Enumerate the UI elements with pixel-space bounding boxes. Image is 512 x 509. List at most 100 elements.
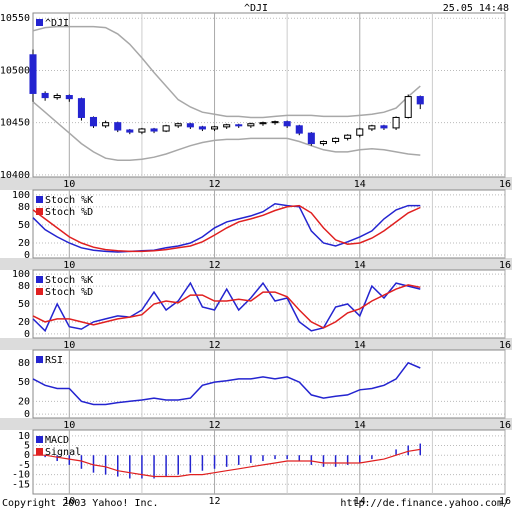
candle-body bbox=[162, 125, 170, 132]
candle-body bbox=[198, 126, 206, 130]
y-tick-label: 50 bbox=[18, 220, 30, 231]
series-line bbox=[32, 284, 421, 329]
y-tick-label: -15 bbox=[12, 479, 30, 490]
band-line bbox=[32, 25, 421, 119]
candle-body bbox=[77, 98, 85, 118]
source-url: http://de.finance.yahoo.com/ bbox=[340, 498, 509, 509]
x-tick-label: 10 bbox=[63, 420, 75, 431]
series-line bbox=[32, 203, 421, 253]
x-tick-label: 16 bbox=[499, 496, 511, 507]
candle-body bbox=[259, 122, 267, 125]
x-tick-label: 14 bbox=[354, 340, 366, 351]
candle-body bbox=[271, 121, 279, 124]
candle-body bbox=[380, 125, 388, 129]
candle-body bbox=[235, 124, 243, 127]
series-line bbox=[32, 281, 421, 333]
timestamp: 25.05 14:48 bbox=[443, 3, 509, 14]
candle-body bbox=[247, 123, 255, 127]
y-tick-label: 0 bbox=[24, 329, 30, 340]
x-tick-label: 14 bbox=[354, 420, 366, 431]
candle-body bbox=[114, 122, 122, 131]
x-tick-label: 14 bbox=[354, 496, 366, 507]
y-tick-label: 5 bbox=[24, 441, 30, 452]
candle-body bbox=[174, 123, 182, 127]
candle-body bbox=[89, 116, 98, 127]
candle-body bbox=[186, 123, 194, 128]
candle-body bbox=[356, 128, 364, 136]
y-tick-label: -10 bbox=[12, 470, 30, 481]
legend-swatch bbox=[36, 436, 43, 443]
legend-swatch bbox=[36, 196, 43, 203]
legend-label: Stoch %D bbox=[45, 207, 93, 218]
x-tick-label: 10 bbox=[63, 496, 75, 507]
legend-label: ^DJI bbox=[45, 18, 69, 29]
y-tick-label: 50 bbox=[18, 299, 30, 310]
candle-body bbox=[319, 140, 327, 145]
y-tick-label: 10450 bbox=[0, 118, 30, 129]
candle-body bbox=[283, 121, 291, 127]
candle-body bbox=[392, 116, 400, 129]
legend-label: Signal bbox=[45, 447, 81, 458]
copyright: Copyright 2003 Yahoo! Inc. bbox=[2, 498, 159, 509]
plot-area bbox=[32, 189, 506, 259]
y-tick-label: 20 bbox=[18, 396, 30, 407]
y-tick-label: 100 bbox=[12, 190, 30, 201]
candle-body bbox=[126, 129, 134, 133]
legend-label: Stoch %K bbox=[45, 275, 93, 286]
x-tick-label: 16 bbox=[499, 420, 511, 431]
legend-swatch bbox=[36, 288, 43, 295]
x-tick-label: 14 bbox=[354, 179, 366, 190]
y-tick-label: -5 bbox=[18, 460, 30, 471]
candle-body bbox=[368, 125, 376, 130]
candle-body bbox=[404, 96, 412, 118]
legend-label: Stoch %D bbox=[45, 287, 93, 298]
x-tick-label: 14 bbox=[354, 260, 366, 271]
series-line bbox=[32, 204, 421, 253]
x-tick-label: 16 bbox=[499, 260, 511, 271]
candle-body bbox=[211, 126, 219, 130]
legend-swatch bbox=[36, 356, 43, 363]
candle-body bbox=[53, 95, 61, 99]
x-tick-label: 10 bbox=[63, 179, 75, 190]
plot-area bbox=[32, 349, 506, 419]
axis-strip bbox=[0, 418, 512, 430]
x-tick-label: 10 bbox=[63, 340, 75, 351]
axis-strip bbox=[0, 338, 512, 350]
x-tick-label: 10 bbox=[63, 260, 75, 271]
legend-label: MACD bbox=[45, 435, 69, 446]
x-tick-label: 12 bbox=[208, 420, 220, 431]
x-tick-label: 12 bbox=[208, 496, 220, 507]
candle-body bbox=[223, 124, 231, 128]
x-tick-label: 16 bbox=[499, 340, 511, 351]
band-line bbox=[32, 101, 421, 162]
legend-label: RSI bbox=[45, 355, 63, 366]
y-tick-label: 0 bbox=[24, 450, 30, 461]
y-tick-label: 10500 bbox=[0, 65, 30, 76]
chart-title: ^DJI bbox=[244, 3, 268, 14]
y-tick-label: 0 bbox=[24, 409, 30, 420]
x-tick-label: 12 bbox=[208, 260, 220, 271]
x-tick-label: 16 bbox=[499, 179, 511, 190]
y-tick-label: 20 bbox=[18, 238, 30, 249]
plot-area bbox=[32, 429, 506, 495]
legend-swatch bbox=[36, 19, 43, 26]
candle-body bbox=[307, 132, 315, 145]
series-line bbox=[33, 448, 421, 478]
y-tick-label: 100 bbox=[12, 269, 30, 280]
y-tick-label: 10 bbox=[18, 431, 30, 442]
candle-body bbox=[150, 128, 158, 132]
axis-strip bbox=[0, 177, 512, 190]
candle-body bbox=[332, 137, 340, 142]
candle-body bbox=[29, 54, 37, 94]
y-tick-label: 20 bbox=[18, 317, 30, 328]
candle-body bbox=[102, 122, 110, 127]
series-line bbox=[32, 361, 421, 406]
y-tick-label: 10400 bbox=[0, 170, 30, 181]
candle-body bbox=[41, 92, 49, 99]
y-tick-label: 10550 bbox=[0, 13, 30, 24]
y-tick-label: 80 bbox=[18, 281, 30, 292]
candle-body bbox=[295, 125, 303, 134]
x-tick-label: 12 bbox=[208, 179, 220, 190]
legend-label: Stoch %K bbox=[45, 195, 93, 206]
